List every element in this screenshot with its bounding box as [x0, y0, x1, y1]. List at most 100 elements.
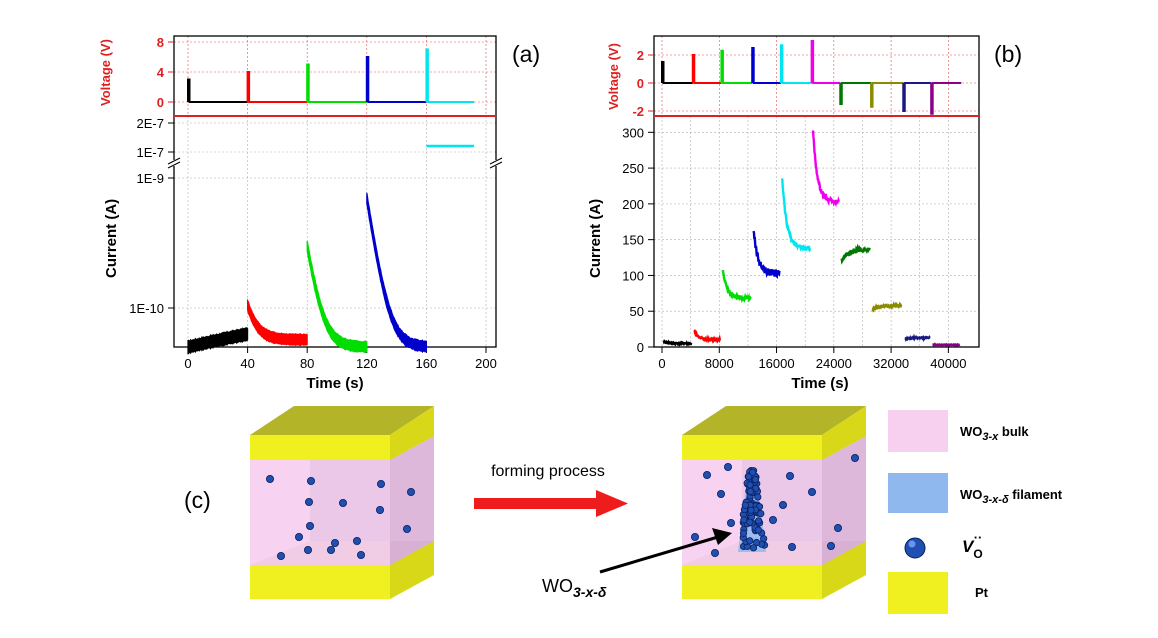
panel-a-voltage-axis-label: Voltage (V) — [98, 39, 113, 106]
oxygen-vacancy — [265, 474, 274, 483]
panel-b-x-axis-label: Time (s) — [791, 375, 848, 392]
legend-label-filament: WO3-x-δ filament — [960, 487, 1063, 506]
oxygen-vacancy — [827, 542, 836, 551]
panel-b-current-series — [932, 342, 961, 348]
panel-c-label: (c) — [184, 487, 211, 513]
oxygen-vacancy — [717, 489, 726, 498]
panel-b-voltage-pulse — [691, 54, 722, 84]
panel-b-x-tick-label: 8000 — [705, 356, 734, 371]
oxygen-vacancy — [330, 539, 339, 548]
oxygen-vacancy — [276, 552, 285, 561]
panel-a-gridlines — [174, 36, 496, 347]
bottom-pt-front — [250, 565, 390, 599]
oxygen-vacancy — [746, 481, 754, 489]
panel-b-x-tick-label: 0 — [658, 356, 665, 371]
oxygen-vacancy — [779, 500, 788, 509]
panel-a-current-series — [366, 192, 427, 354]
oxygen-vacancy — [751, 476, 760, 484]
panel-a-axis-break-right — [489, 157, 503, 169]
oxygen-vacancies-before — [265, 474, 415, 561]
oxygen-vacancy — [402, 525, 411, 534]
panel-a-x-tick-label: 80 — [300, 356, 314, 371]
panel-a-marks — [168, 41, 487, 355]
filament-callout-arrow — [599, 528, 732, 574]
panel-a-current-series — [306, 240, 368, 354]
bottom-pt-side — [390, 541, 434, 599]
legend: WO3-x bulk WO3-x-δ filament VO·· Pt — [888, 410, 1063, 614]
panel-b-voltage-tick-label: -2 — [632, 104, 644, 119]
oxygen-vacancy — [305, 522, 314, 531]
panel-b-current-tick-label: 150 — [622, 233, 644, 248]
panel-a-voltage-pulse — [246, 71, 308, 103]
panel-b-marks — [648, 40, 962, 353]
panel-a-x-tick-label: 200 — [475, 356, 497, 371]
oxygen-vacancy — [406, 487, 415, 496]
oxygen-vacancy — [746, 487, 754, 496]
top-pt-front — [250, 435, 390, 460]
panel-b: 0 8000 16000 24000 32000 40000 2 0 -2 0 50 100 150 20… — [587, 35, 1022, 392]
top-pt-front-after — [682, 435, 822, 460]
panel-a-x-tick-label: 40 — [240, 356, 254, 371]
oxide-bulk-back-after — [742, 436, 866, 541]
panel-b-current-axis-label: Current (A) — [587, 199, 604, 278]
oxygen-vacancy — [769, 516, 778, 525]
legend-swatch-bulk — [888, 410, 948, 452]
panel-b-label: (b) — [994, 41, 1022, 67]
panel-b-current-series — [871, 301, 903, 313]
panel-b-voltage-pulse — [839, 82, 872, 105]
oxygen-vacancy — [326, 546, 335, 555]
panel-b-current-series — [781, 178, 812, 253]
panel-a-x-tick-label: 0 — [184, 356, 191, 371]
oxygen-vacancy — [740, 516, 748, 524]
panel-a-axis-break-left — [167, 157, 181, 169]
oxygen-vacancy — [356, 551, 365, 560]
oxygen-vacancy — [352, 537, 361, 546]
panel-b-current-tick-label: 100 — [622, 268, 644, 283]
oxygen-vacancy — [851, 453, 860, 462]
panel-a-label: (a) — [512, 41, 540, 67]
oxygen-vacancy — [757, 510, 765, 518]
panel-a-voltage-pulse — [187, 78, 248, 103]
oxygen-vacancy — [703, 470, 712, 479]
panel-a-upper-tick-label: 1E-7 — [137, 145, 164, 160]
legend-label-pt: Pt — [975, 585, 989, 600]
panel-b-current-tick-label: 250 — [622, 161, 644, 176]
oxygen-vacancy — [338, 498, 347, 507]
panel-b-voltage-pulse — [751, 47, 781, 84]
panel-a-x-axis-label: Time (s) — [306, 375, 363, 392]
top-pt-top-face-after — [682, 406, 866, 435]
panel-b-current-series — [904, 333, 931, 343]
legend-swatch-pt — [888, 572, 948, 614]
panel-a-frame — [173, 35, 497, 348]
panel-b-current-tick-label: 0 — [637, 340, 644, 355]
panel-a-upper-tick-label: 2E-7 — [137, 116, 164, 131]
panel-b-x-tick-label: 24000 — [816, 356, 852, 371]
oxygen-vacancy — [304, 497, 313, 506]
panel-a-current-series — [187, 326, 249, 355]
panel-a-voltage-pulse — [365, 56, 427, 103]
panel-b-x-tick-label: 16000 — [758, 356, 794, 371]
oxygen-vacancy — [745, 473, 753, 481]
legend-label-vacancy: VO·· — [962, 530, 983, 561]
panel-b-voltage-pulse — [902, 82, 932, 112]
top-pt-side-after — [822, 406, 866, 460]
legend-swatch-vacancy — [904, 537, 926, 559]
oxygen-vacancy — [306, 476, 315, 485]
forming-arrow — [474, 490, 628, 517]
oxygen-vacancy — [788, 543, 797, 552]
oxygen-vacancy — [754, 517, 763, 525]
oxygen-vacancy — [746, 537, 754, 545]
panel-b-frame — [653, 35, 980, 348]
oxygen-vacancy — [376, 479, 385, 488]
panel-b-tick-labels: 0 8000 16000 24000 32000 40000 2 0 -2 0 50 100 150 20… — [622, 48, 966, 371]
top-pt-side — [390, 406, 434, 460]
oxygen-vacancy — [749, 544, 758, 552]
filament-callout-label: WO3-x-δ — [542, 576, 607, 600]
oxygen-vacancy — [754, 493, 762, 501]
oxygen-vacancy — [747, 506, 755, 514]
oxygen-vacancy — [749, 468, 757, 476]
panel-a-voltage-tick-label: 0 — [157, 95, 164, 110]
panel-a-voltage-tick-label: 4 — [157, 65, 165, 80]
oxygen-vacancy — [303, 546, 312, 555]
panel-a-x-tick-label: 120 — [356, 356, 378, 371]
